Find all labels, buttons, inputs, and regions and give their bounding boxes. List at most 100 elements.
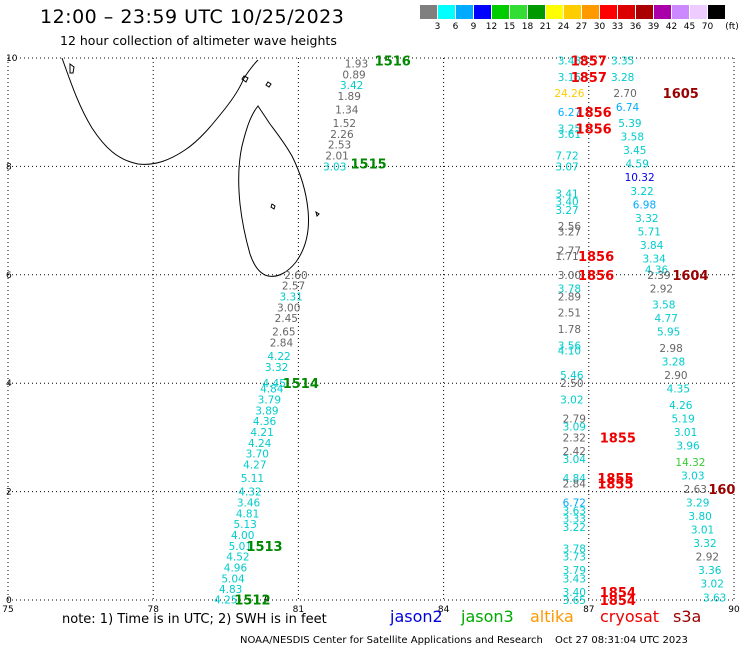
- scale-label: 27: [575, 22, 588, 32]
- scale-swatch: [474, 5, 491, 19]
- wave-height-value: 3.43: [563, 573, 586, 585]
- scale-swatch: [546, 5, 563, 19]
- scale-swatch: [528, 5, 545, 19]
- scale-swatch: [492, 5, 509, 19]
- wave-height-value: 3.73: [563, 552, 586, 564]
- pass-time-label: 160: [708, 483, 735, 498]
- wave-height-value: 3.27: [555, 205, 578, 217]
- scale-swatch: [510, 5, 527, 19]
- wave-height-value: 4.32: [238, 487, 261, 499]
- wave-height-value: 3.22: [630, 186, 653, 198]
- satellite-jason2: jason2: [390, 607, 443, 626]
- wave-height-value: 3.22: [563, 522, 586, 534]
- wave-height-value: 2.89: [558, 291, 581, 303]
- wave-height-value: 5.04: [221, 573, 245, 585]
- wave-height-value: 3.79: [563, 565, 586, 577]
- scale-swatch: [582, 5, 599, 19]
- wave-height-value: 2.63: [684, 484, 707, 496]
- scale-swatch: [690, 5, 707, 19]
- scale-label: 15: [503, 22, 516, 32]
- island-small: [265, 81, 272, 88]
- wave-height-value: 3.41: [555, 189, 578, 201]
- pass-time-label: 1856: [576, 122, 612, 137]
- wave-height-value: 1.78: [558, 324, 581, 336]
- wave-height-value: 3.78: [563, 544, 586, 556]
- scale-label: 39: [647, 22, 660, 32]
- pass-time-label: 1856: [578, 269, 614, 284]
- wave-height-value: 3.48: [558, 56, 581, 68]
- wave-height-value: 5.39: [618, 118, 641, 130]
- scale-swatch: [420, 5, 437, 19]
- y-tick-label: 4: [6, 379, 12, 389]
- pass-time-label: 1512: [234, 593, 270, 608]
- pass-time-label: 1855: [600, 431, 636, 446]
- scale-swatch: [600, 5, 617, 19]
- wave-height-value: 3.09: [563, 422, 586, 434]
- altimeter-tracks: 4.254.835.044.964.525.014.005.134.813.46…: [214, 55, 735, 609]
- wave-height-value: 3.33: [563, 514, 586, 526]
- wave-height-value: 4.83: [219, 584, 242, 596]
- wave-height-value: 2.32: [563, 432, 586, 444]
- wave-height-value: 4.81: [236, 508, 259, 520]
- wave-height-value: 3.42: [340, 80, 363, 92]
- wave-height-value: 14.32: [675, 457, 705, 469]
- scale-label: 45: [683, 22, 696, 32]
- wave-height-value: 4.59: [626, 159, 649, 171]
- scale-label: 30: [593, 22, 606, 32]
- pass-time-label: 1854: [600, 586, 636, 601]
- wave-height-value: 3.00: [558, 270, 581, 282]
- wave-height-value: 3.36: [698, 565, 722, 577]
- wave-height-value: 4.22: [267, 351, 290, 363]
- wave-height-value: 4.36: [645, 264, 669, 276]
- wave-height-value: 2.84: [270, 338, 294, 350]
- pass-time-label: 1854: [600, 594, 636, 609]
- scale-label: 18: [521, 22, 534, 32]
- legend-note: note: 1) Time is in UTC; 2) SWH is in fe…: [62, 612, 327, 627]
- track-1512-1516: 4.254.835.044.964.525.014.005.134.813.46…: [214, 55, 411, 609]
- wave-height-value: 3.32: [635, 213, 658, 225]
- scale-swatch: [708, 5, 725, 19]
- wave-height-value: 2.26: [330, 129, 354, 141]
- pass-time-label: 1855: [597, 477, 633, 492]
- wave-height-value: 0.89: [342, 69, 365, 81]
- track-1604-1605: 3.353.282.706.745.393.583.454.5910.323.2…: [611, 56, 735, 605]
- island-small: [270, 203, 276, 210]
- y-tick-label: 2: [6, 488, 12, 498]
- x-tick-label: 81: [293, 605, 304, 615]
- wave-height-value: 6.98: [633, 199, 656, 211]
- wave-height-value: 5.13: [233, 519, 256, 531]
- wave-height-value: 3.63: [703, 592, 726, 604]
- page-subtitle: 12 hour collection of altimeter wave hei…: [60, 33, 337, 48]
- wave-height-value: 5.71: [638, 226, 661, 238]
- x-tick-label: 75: [2, 605, 13, 615]
- wave-height-value: 3.03: [681, 470, 704, 482]
- scale-label: 6: [452, 22, 459, 32]
- footer-timestamp: Oct 27 08:31:04 UTC 2023: [555, 635, 688, 646]
- wave-height-value: 6.72: [563, 497, 586, 509]
- wave-height-value: 1.34: [335, 104, 359, 116]
- wave-height-value: 3.96: [676, 441, 700, 453]
- wave-height-value: 4.21: [250, 427, 273, 439]
- wave-height-value: 3.40: [555, 197, 578, 209]
- wave-height-value: 2.42: [563, 446, 586, 458]
- scale-swatch: [672, 5, 689, 19]
- wave-height-value: 1.89: [338, 91, 361, 103]
- pass-time-label: 1515: [350, 158, 386, 173]
- wave-height-value: 3.78: [558, 283, 581, 295]
- wave-height-value: 3.84: [640, 240, 664, 252]
- wave-height-value: 4.00: [231, 530, 254, 542]
- y-tick-label: 6: [6, 271, 12, 281]
- wave-height-value: 3.27: [558, 226, 581, 238]
- wave-height-value: 2.50: [560, 378, 583, 390]
- wave-height-value: 4.35: [667, 384, 690, 396]
- wave-height-value: 3.34: [642, 254, 666, 266]
- scale-swatch: [438, 5, 455, 19]
- wave-height-value: 4.25: [214, 594, 237, 606]
- wave-height-value: 3.28: [611, 72, 634, 84]
- wave-height-value: 2.45: [275, 313, 298, 325]
- wave-height-value: 6.27: [558, 107, 581, 119]
- scale-unit: (ft): [725, 22, 739, 32]
- wave-height-value: 4.36: [253, 416, 277, 428]
- x-tick-label: 90: [728, 605, 740, 615]
